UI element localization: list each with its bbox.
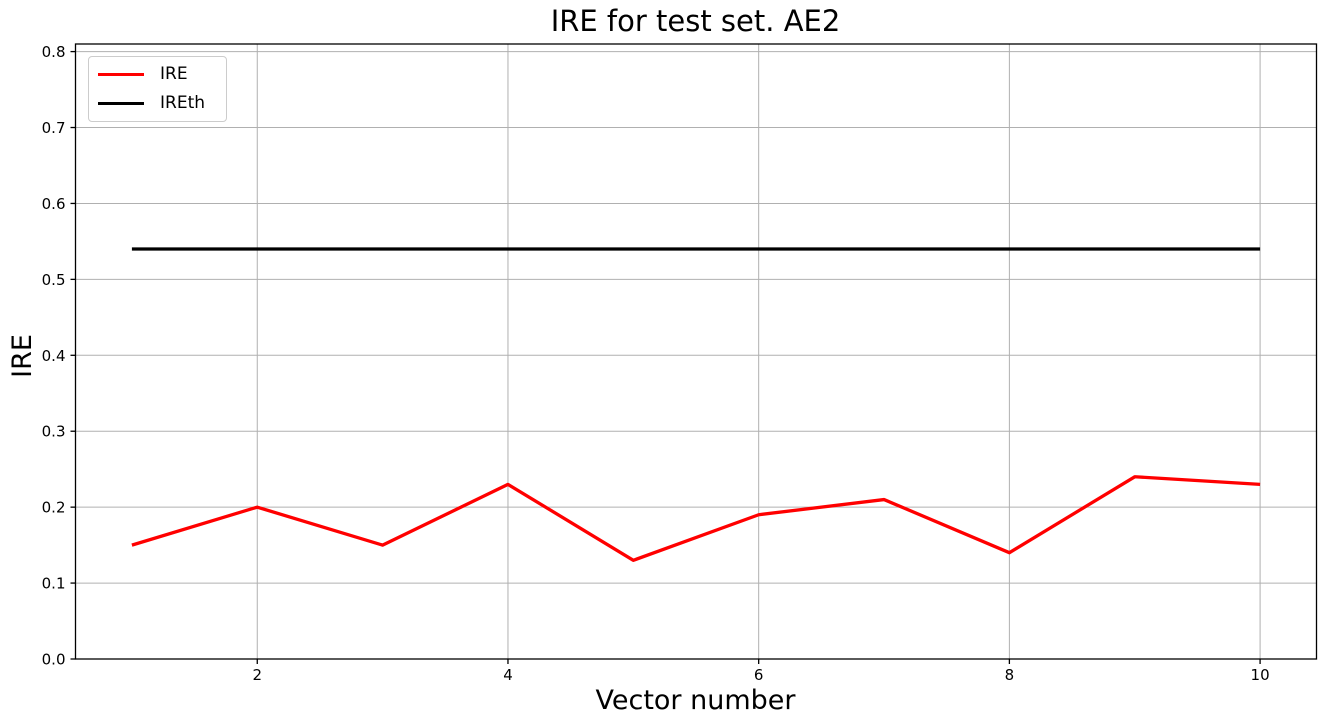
y-tick-label: 0.0 [42,651,66,669]
x-axis-label: Vector number [595,685,796,716]
y-tick-label: 0.4 [42,347,66,365]
legend: IRE IREth [88,56,227,122]
y-axis-label: IRE [7,334,38,378]
x-tick-label: 6 [754,666,764,684]
y-tick-label: 0.8 [42,43,66,61]
chart-title: IRE for test set. AE2 [550,4,841,38]
y-tick-label: 0.1 [42,575,66,593]
x-tick-label: 10 [1251,666,1270,684]
legend-item-ireth: IREth [98,89,217,118]
y-tick-label: 0.3 [42,423,66,441]
x-tick-label: 8 [1005,666,1015,684]
legend-line-sample-ire [98,72,144,77]
legend-line-sample-ireth [98,101,144,106]
y-tick-label: 0.2 [42,499,66,517]
legend-item-ire: IRE [98,60,217,89]
legend-label-ire: IRE [160,64,188,84]
x-tick-label: 2 [252,666,262,684]
y-tick-label: 0.6 [42,195,66,213]
plot-frame [74,43,1318,660]
x-tick-label: 4 [503,666,513,684]
legend-label-ireth: IREth [160,93,206,113]
y-tick-label: 0.5 [42,271,66,289]
series-line-ire [131,475,1261,562]
y-tick-label: 0.7 [42,119,66,137]
